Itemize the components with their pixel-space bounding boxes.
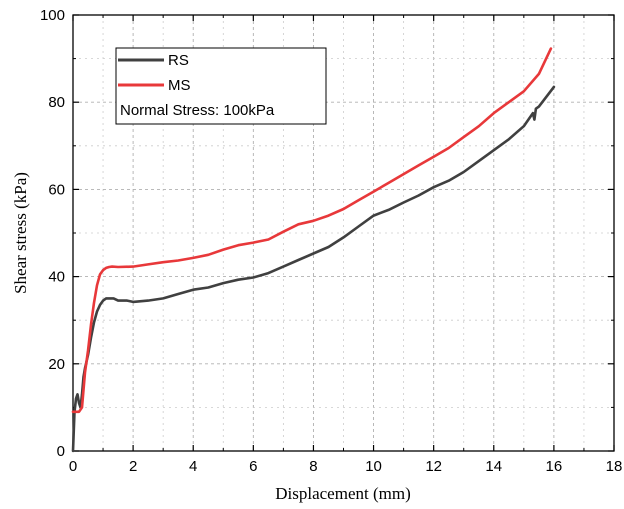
y-tick-label: 40 <box>48 269 65 286</box>
y-axis-title: Shear stress (kPa) <box>11 172 30 294</box>
y-tick-label: 0 <box>57 443 65 460</box>
legend: RS MS Normal Stress: 100kPa <box>115 47 327 125</box>
y-tick-label: 60 <box>48 181 65 198</box>
y-tick-label: 100 <box>40 7 65 24</box>
x-tick-label: 6 <box>249 458 257 475</box>
x-tick-label: 10 <box>365 458 382 475</box>
x-tick-label: 0 <box>69 458 77 475</box>
legend-annotation: Normal Stress: 100kPa <box>120 102 275 119</box>
legend-label-rs: RS <box>168 52 189 69</box>
x-axis-title: Displacement (mm) <box>275 484 411 503</box>
x-tick-label: 8 <box>309 458 317 475</box>
axis-ticks <box>72 14 615 452</box>
x-tick-label: 4 <box>189 458 197 475</box>
series-line-ms <box>71 47 553 414</box>
x-tick-label: 2 <box>129 458 137 475</box>
x-tick-label: 18 <box>606 458 623 475</box>
data-series <box>71 47 556 453</box>
legend-label-ms: MS <box>168 77 191 94</box>
x-tick-labels: 0 2 4 6 8 10 12 14 16 18 <box>69 458 623 475</box>
y-tick-label: 20 <box>48 356 65 373</box>
x-tick-label: 16 <box>546 458 563 475</box>
y-tick-label: 80 <box>48 94 65 111</box>
x-tick-label: 12 <box>425 458 442 475</box>
x-tick-label: 14 <box>485 458 502 475</box>
y-tick-labels: 0 20 40 60 80 100 <box>40 7 65 460</box>
